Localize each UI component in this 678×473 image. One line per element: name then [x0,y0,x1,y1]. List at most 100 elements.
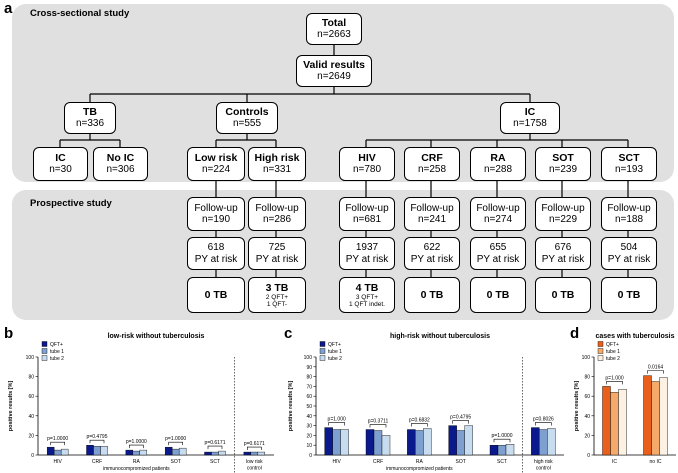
bar [365,429,375,456]
y-tick-label: 20 [306,433,312,439]
y-tick-label: 60 [584,394,590,400]
bar [139,449,148,456]
ra-box: RA n=288 [470,147,526,181]
followup-value: n=229 [548,214,578,225]
outcome-sub: 3 QFT+ [355,293,379,301]
hiv-value: n=780 [352,164,382,176]
x-tick-label: SOT [171,459,181,465]
followup-value: n=681 [352,214,382,225]
x-tick-label: SCT [497,459,507,465]
bar [211,451,219,456]
tb-no-ic-value: n=306 [106,164,135,176]
significance-bracket [411,423,428,427]
py-box: 622 PY at risk [404,237,460,270]
tb-no-ic-title: No IC [106,152,135,165]
ic-box: IC n=1758 [500,102,560,134]
outcome-box: 3 TB 2 QFT+ 1 QFT- [248,277,306,313]
bar [125,449,134,456]
y-axis-label: positive results [%] [288,381,294,432]
prospective-label: Prospective study [30,198,112,209]
py-box: 618 PY at risk [187,237,245,270]
bar [218,450,226,456]
legend-label: QFT+ [328,342,341,348]
py-label: PY at risk [345,253,389,265]
chart-title: low-risk without tuberculosis [108,333,205,340]
sot-title: SOT [552,152,574,165]
outcome-title: 0 TB [420,288,444,301]
followup-value: n=190 [201,214,231,225]
bar [505,444,515,456]
significance-bracket [207,445,223,450]
panel-a-letter: a [4,0,13,17]
significance-bracket [247,446,262,451]
legend-swatch [41,348,48,354]
high-risk-title: High risk [254,152,300,165]
py-value: 618 [207,242,225,253]
bar [464,425,473,456]
followup-value: n=286 [262,214,292,225]
x-tick-label: RA [133,459,141,465]
x-tick-label: SCT [210,459,220,465]
py-label: PY at risk [607,253,651,265]
bar [448,425,457,456]
chart-title: cases with tuberculosis [596,333,675,340]
tb-ic-value: n=30 [49,164,72,176]
ra-title: RA [490,152,506,165]
outcome-box: 0 TB [535,277,591,313]
tb-no-ic-box: No IC n=306 [93,147,148,181]
controls-value: n=555 [232,118,262,130]
chart-title: high-risk without tuberculosis [390,333,490,340]
p-value-label: p=0.8026 [533,417,554,423]
followup-value: n=188 [614,214,644,225]
outcome-box: 4 TB 3 QFT+ 1 QFT indet. [339,277,395,313]
total-box: Total n=2663 [306,13,362,45]
y-tick-label: 0 [587,453,590,459]
bar [381,435,391,456]
bar [100,445,108,456]
legend-label: tube 2 [328,356,342,362]
bar [531,427,540,456]
bar [602,386,611,456]
bar [407,429,416,456]
followup-label: Follow-up [607,202,651,214]
significance-bracket [535,422,552,426]
crf-box: CRF n=258 [404,147,460,181]
p-value-label: p=1.000 [605,375,623,381]
bar [497,444,507,456]
followup-box: Follow-up n=681 [339,197,395,231]
legend-label: tube 2 [606,356,620,362]
bar [618,389,627,456]
cross-sectional-label: Cross-sectional study [30,8,130,19]
ra-value: n=288 [483,164,513,176]
significance-bracket [493,438,511,443]
outcome-sub: 2 QFT+ [265,293,289,301]
py-value: 1937 [355,242,379,253]
followup-box: Follow-up n=188 [601,197,657,231]
legend-swatch [597,355,604,361]
py-box: 504 PY at risk [601,237,657,270]
chart-low-risk: low-risk without tuberculosis 0 20 40 60 80 10… [8,333,274,473]
outcome-box: 0 TB [601,277,657,313]
high-risk-box: High risk n=331 [248,147,306,181]
legend-swatch [41,355,48,361]
crf-value: n=258 [417,164,447,176]
py-label: PY at risk [476,253,520,265]
x-axis-label: immunocompromized patients [103,466,170,472]
y-tick-label: 20 [584,433,590,439]
y-axis-label: positive results [%] [8,381,14,432]
p-value-label: p=1.000 [328,417,346,423]
followup-label: Follow-up [541,202,585,214]
outcome-title: 3 TB [265,281,289,294]
legend-swatch [319,348,326,354]
p-value-label: p=1.0000 [165,436,186,442]
outcome-title: 0 TB [551,288,575,301]
y-tick-label: 80 [584,375,590,381]
outcome-box: 0 TB [404,277,460,313]
followup-box: Follow-up n=241 [404,197,460,231]
x-tick-label: HIV [53,459,62,465]
panel-d-letter: d [570,325,580,342]
x-axis-label: immunocompromized patients [386,466,453,472]
py-label: PY at risk [194,253,238,265]
low-risk-value: n=224 [201,164,231,176]
panel-b-letter: b [4,325,14,342]
